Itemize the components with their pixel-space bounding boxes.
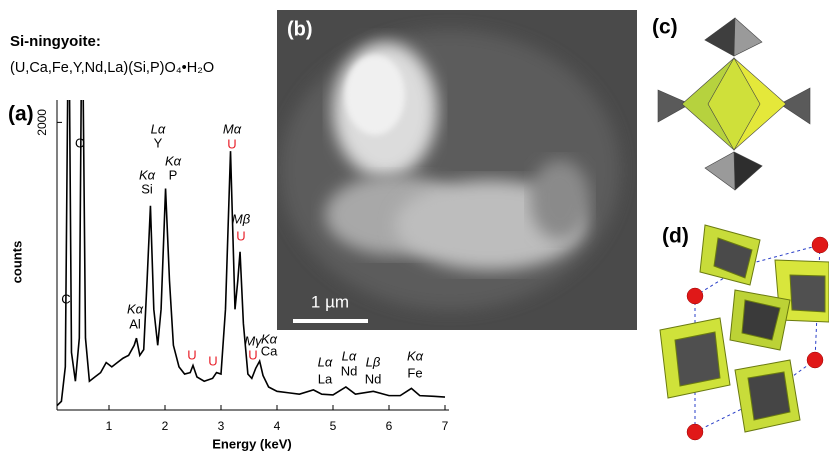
- peak-line-label: Kα: [407, 348, 424, 363]
- peak-element-label: U: [227, 136, 236, 151]
- x-tick-label: 5: [330, 419, 337, 433]
- peak-line-label: Lβ: [366, 354, 381, 369]
- peak-element-label: O: [75, 135, 85, 150]
- x-tick-label: 7: [442, 419, 449, 433]
- x-tick-label: 6: [386, 419, 393, 433]
- x-tick-label: 2: [162, 419, 169, 433]
- x-tick-label: 1: [106, 419, 113, 433]
- peak-element-label: Y: [154, 135, 163, 150]
- peak-element-label: U: [248, 347, 257, 362]
- scale-label: 1 µm: [311, 292, 349, 311]
- y-axis-label: counts: [9, 241, 24, 284]
- sem-image: [277, 10, 637, 330]
- peak-element-label: Fe: [407, 365, 422, 380]
- peak-element-label: U: [236, 228, 245, 243]
- panel-label: (d): [662, 225, 689, 248]
- x-axis-label: Energy (keV): [212, 436, 291, 451]
- peak-element-label: P: [169, 167, 178, 182]
- peak-line-label: Mβ: [232, 211, 251, 226]
- x-tick-label: 4: [274, 419, 281, 433]
- peak-element-label: U: [208, 353, 217, 368]
- panel-label: (b): [287, 18, 313, 40]
- figure: Si-ningyoite: (U,Ca,Fe,Y,Nd,La)(Si,P)O₄•…: [0, 0, 829, 454]
- y-tick-label: 2000: [35, 109, 49, 136]
- peak-line-label: Lα: [342, 348, 357, 363]
- compound-name: Si-ningyoite:: [10, 33, 101, 50]
- peak-line-label: Kα: [127, 301, 144, 316]
- polyhedron-diagram: [658, 18, 810, 190]
- peak-element-label: Ca: [261, 343, 278, 358]
- formula: (U,Ca,Fe,Y,Nd,La)(Si,P)O₄•H₂O: [10, 60, 214, 76]
- peak-element-label: Si: [141, 181, 153, 196]
- peak-line-label: Kα: [139, 167, 156, 182]
- peak-element-label: U: [187, 347, 196, 362]
- panel-label: (a): [8, 103, 34, 126]
- peak-line-label: Mα: [223, 121, 242, 136]
- peak-element-label: Nd: [341, 363, 358, 378]
- x-tick-label: 3: [218, 419, 225, 433]
- peak-line-label: Lα: [318, 354, 333, 369]
- peak-element-label: La: [318, 371, 333, 386]
- peak-element-label: Nd: [365, 371, 382, 386]
- peak-line-label: Kα: [165, 153, 182, 168]
- peak-line-label: Lα: [151, 121, 166, 136]
- panel-label: (c): [652, 16, 678, 39]
- framework-diagram: [660, 225, 829, 440]
- peak-element-label: C: [61, 291, 70, 306]
- peak-element-label: Al: [129, 316, 141, 331]
